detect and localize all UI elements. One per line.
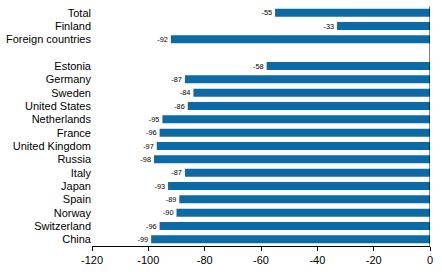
svg-text:-120: -120: [81, 254, 103, 266]
svg-text:Switzerland: Switzerland: [34, 220, 91, 232]
svg-text:-95: -95: [149, 115, 160, 124]
svg-text:-84: -84: [180, 88, 191, 97]
svg-text:-96: -96: [146, 128, 157, 137]
svg-text:-100: -100: [137, 254, 159, 266]
svg-text:Russia: Russia: [57, 153, 92, 165]
svg-text:-80: -80: [197, 254, 213, 266]
svg-text:China: China: [62, 233, 92, 245]
svg-text:Netherlands: Netherlands: [32, 113, 92, 125]
svg-text:Norway: Norway: [54, 207, 92, 219]
svg-text:-33: -33: [323, 22, 334, 31]
svg-text:Foreign countries: Foreign countries: [6, 33, 91, 45]
svg-text:United States: United States: [25, 100, 92, 112]
svg-text:-40: -40: [309, 254, 325, 266]
svg-text:United Kingdom: United Kingdom: [13, 140, 91, 152]
svg-text:Germany: Germany: [46, 73, 92, 85]
svg-text:-87: -87: [171, 75, 182, 84]
svg-text:-99: -99: [138, 235, 149, 244]
svg-text:Italy: Italy: [71, 167, 92, 179]
svg-text:-90: -90: [163, 208, 174, 217]
svg-text:-86: -86: [174, 102, 185, 111]
svg-text:-55: -55: [261, 8, 272, 17]
svg-text:-89: -89: [166, 195, 177, 204]
svg-text:-92: -92: [157, 35, 168, 44]
svg-text:0: 0: [427, 254, 433, 266]
svg-text:-20: -20: [366, 254, 382, 266]
svg-text:-58: -58: [253, 62, 264, 71]
svg-text:Finland: Finland: [55, 20, 91, 32]
svg-text:-98: -98: [140, 155, 151, 164]
svg-text:France: France: [57, 127, 91, 139]
svg-text:Spain: Spain: [63, 193, 91, 205]
svg-text:-93: -93: [154, 182, 165, 191]
svg-text:-60: -60: [253, 254, 269, 266]
svg-text:Japan: Japan: [61, 180, 91, 192]
svg-text:Total: Total: [68, 7, 91, 19]
svg-text:-87: -87: [171, 168, 182, 177]
svg-text:-97: -97: [143, 142, 154, 151]
svg-text:Sweden: Sweden: [51, 87, 91, 99]
svg-text:Estonia: Estonia: [54, 60, 92, 72]
svg-text:-96: -96: [146, 222, 157, 231]
